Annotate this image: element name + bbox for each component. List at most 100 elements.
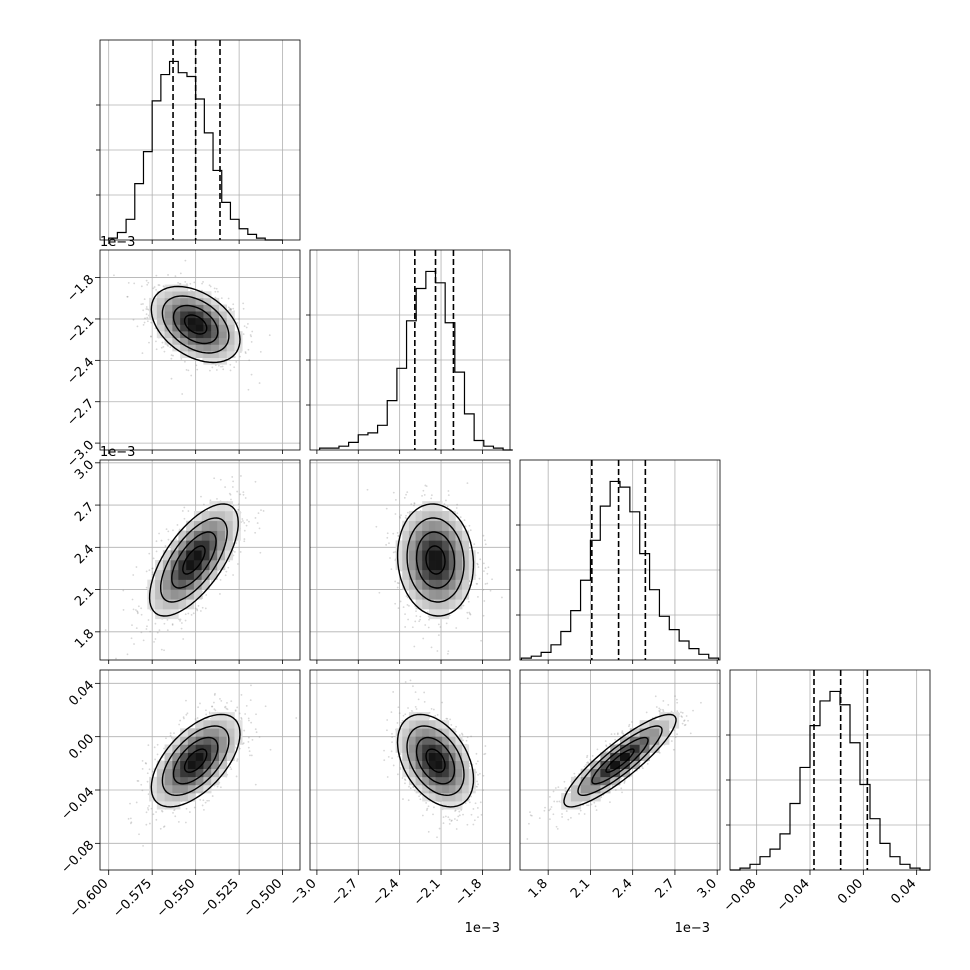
sample-point [140, 783, 143, 786]
sample-point [419, 615, 422, 618]
sample-point [146, 772, 149, 775]
sample-point [258, 527, 261, 530]
density-cell [178, 589, 187, 600]
sample-point [249, 754, 251, 757]
sample-point [225, 570, 228, 573]
sample-point [404, 782, 406, 785]
sample-point [237, 508, 240, 511]
sample-point [487, 566, 490, 569]
sample-point [468, 801, 471, 804]
density-cell [462, 560, 470, 571]
sample-point [484, 752, 487, 755]
sample-point [404, 516, 407, 519]
sample-point [418, 795, 421, 798]
sample-point [423, 494, 426, 496]
sample-point [167, 530, 170, 533]
sample-point [247, 736, 250, 739]
sample-point [143, 298, 146, 301]
density-cell [422, 599, 430, 610]
sample-point [476, 562, 479, 565]
density-cell [195, 324, 204, 332]
sample-point [189, 282, 192, 285]
sample-point [147, 619, 150, 621]
density-cell [170, 589, 179, 600]
sample-point [141, 352, 144, 354]
sample-point [146, 625, 148, 628]
density-cell [462, 550, 470, 561]
sample-point [227, 306, 230, 309]
sample-point [178, 282, 181, 285]
sample-point [152, 557, 155, 560]
sample-point [399, 600, 402, 603]
density-cell [147, 589, 156, 600]
sample-point [484, 543, 487, 546]
sample-point [182, 716, 185, 719]
sample-point [396, 773, 399, 776]
density-cell [442, 530, 450, 541]
sample-point [201, 289, 203, 292]
density-cell [442, 589, 450, 600]
sample-point [412, 685, 414, 688]
sample-point [227, 309, 230, 312]
density-cell [187, 297, 196, 305]
density-cell [170, 550, 179, 561]
sample-point [242, 491, 245, 494]
sample-point [469, 547, 471, 550]
sample-point [424, 624, 427, 626]
density-cell [218, 712, 228, 721]
sample-point [143, 321, 146, 324]
density-cell [195, 311, 204, 319]
sample-point [249, 334, 252, 336]
sample-point [254, 728, 257, 731]
density-cell [187, 317, 196, 325]
sample-point [254, 783, 257, 786]
density-cell [180, 784, 189, 794]
density-cell [156, 324, 165, 332]
sample-point [366, 488, 369, 491]
sample-point [127, 281, 130, 284]
density-cell [209, 530, 218, 541]
sample-point [196, 717, 199, 719]
sample-point [177, 281, 180, 284]
density-cell [211, 331, 220, 339]
sample-point [455, 828, 458, 830]
density-cell [402, 540, 410, 551]
density-cell [415, 569, 423, 580]
sample-point [147, 281, 150, 284]
sample-point [146, 780, 149, 783]
sample-point [436, 650, 439, 652]
sample-point [146, 283, 149, 286]
sample-point [394, 498, 397, 501]
sample-point [142, 309, 145, 312]
sample-point [248, 750, 251, 753]
sample-point [203, 503, 205, 506]
sample-point [446, 652, 449, 655]
sample-point [295, 717, 298, 719]
sample-point [145, 586, 148, 589]
sample-point [462, 813, 464, 816]
density-cell [172, 344, 181, 352]
density-cell [428, 540, 436, 551]
sample-point [450, 819, 453, 822]
density-cell [186, 569, 195, 580]
density-cell [164, 304, 173, 312]
density-cell [224, 510, 234, 522]
density-cell [448, 589, 456, 600]
sample-point [164, 545, 167, 547]
density-cell [217, 530, 226, 541]
sample-point [230, 308, 232, 310]
density-cell [164, 337, 173, 345]
sample-point [142, 639, 145, 642]
sample-point [437, 634, 440, 637]
density-cell [193, 510, 202, 522]
sample-point [455, 627, 458, 629]
panel-frame [99, 249, 301, 451]
density-cell [172, 297, 181, 305]
sample-point [169, 734, 172, 737]
sample-point [190, 614, 193, 616]
density-cell [164, 291, 173, 299]
density-cell [422, 589, 430, 600]
sample-point [458, 734, 461, 737]
sample-point [234, 746, 237, 749]
sample-point [427, 626, 430, 629]
